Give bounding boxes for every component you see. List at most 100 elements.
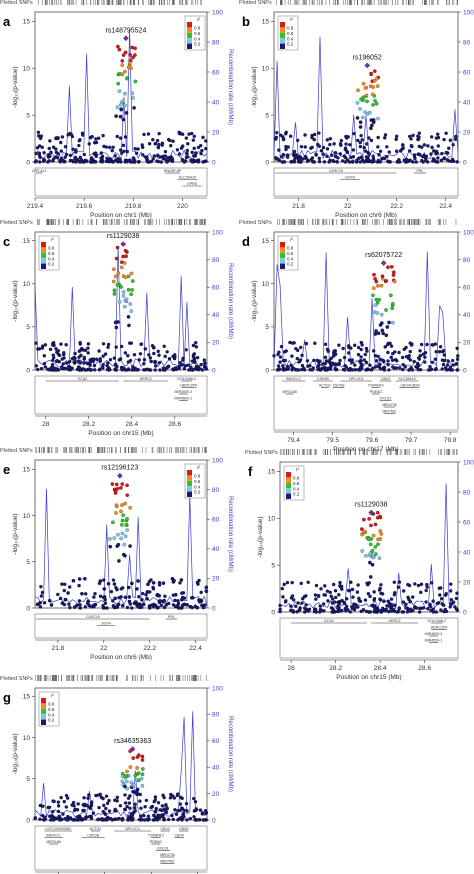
panel-letter: e [3,462,10,477]
snp-point [106,361,110,365]
snp-point [380,328,385,333]
legend-swatch [41,247,46,253]
lead-snp-label: rs148795524 [105,27,146,34]
snp-point [356,352,361,357]
snp-point [448,605,452,609]
legend-tick: 0.6 [287,251,294,256]
snp-point [118,158,122,162]
x-tick-label: 28.2 [329,665,342,672]
snp-point [119,536,123,541]
snp-point [147,579,152,584]
snp-point [424,600,428,604]
snp-point [368,610,373,614]
snp-point [59,149,64,153]
snp-point [115,795,120,800]
x-tick-label: 219.4 [27,203,44,210]
snp-point [134,600,138,604]
legend-swatch [41,263,46,269]
snp-point [306,580,310,585]
snp-point [164,810,169,815]
lead-snp-label: rs196052 [353,54,382,61]
rec-axis-label: Recombination rate (cM/Mb) [227,716,233,792]
snp-point [338,152,343,156]
snp-point [419,590,423,595]
snp-point [91,811,96,815]
snp-point [190,596,194,600]
r2-legend: r² 0.80.60.40.2 [184,15,206,51]
snp-point [87,793,91,797]
snp-point [148,606,152,610]
snp-point [322,593,326,597]
snp-point [129,818,133,822]
snp-point [373,610,377,614]
snp-point [387,320,391,325]
snp-point [368,575,373,579]
snp-point [204,146,208,151]
snp-point [126,315,131,319]
snp-point [200,368,205,372]
snp-point [86,601,90,605]
snp-point [442,353,447,357]
lead-snp-label: rs34635363 [114,738,151,745]
snp-point [78,340,82,345]
legend-title: r² [197,17,200,22]
snp-point [107,809,112,813]
plotted-snps-label: Plotted SNPs [245,450,278,456]
lead-snp-label: rs1129038 [355,502,388,509]
x-tick-label: 28 [42,421,50,428]
r2-legend: r² 0.80.60.40.2 [184,463,206,499]
snp-point [80,592,84,596]
gene-label: NPLOC4 [349,377,363,381]
snp-point [174,812,179,816]
snp-point [151,587,156,591]
snp-point [381,331,385,336]
x-axis-label: Position on chr6 (Mb) [90,654,152,661]
snp-point [36,347,40,351]
snp-point [40,590,45,595]
snp-point [167,601,171,606]
panel-a: a Plotted SNPs 0 5 10 15 -log₁₀(p-value) 0 20 40 6… [0,0,233,219]
rec-tick-label: 40 [212,312,220,319]
gene-label: SLC38A10 [398,377,415,381]
snp-point [389,293,393,298]
y-axis-label: -log₁₀(p-value) [12,280,19,321]
snp-point [156,800,161,805]
snp-point [129,309,134,313]
snp-point [317,159,322,164]
snp-point [151,137,155,142]
snp-point [139,342,143,346]
snp-point [125,483,129,488]
snp-point [423,351,428,355]
x-tick-label: 219.8 [125,203,142,210]
snp-point [373,545,378,549]
snp-point [340,587,344,591]
snp-point [49,603,54,607]
snp-point [408,600,413,604]
snp-point [333,151,338,155]
snp-point [407,149,412,153]
snp-point [278,603,282,608]
snp-point [322,609,326,613]
snp-point [450,358,455,363]
snp-point [409,143,414,148]
snp-point [435,601,440,606]
rec-tick-label: 0 [212,159,216,166]
snp-point [197,598,201,602]
snp-point [73,818,77,822]
snp-point [385,325,390,329]
snp-point [120,531,125,536]
lead-snp-marker [123,35,129,42]
snp-point [394,366,399,370]
snp-point [156,145,161,149]
legend-tick: 0.8 [287,246,294,251]
snp-point [374,297,379,302]
snp-point [180,806,184,810]
rec-tick-label: 60 [212,69,220,76]
snp-point [42,601,47,605]
snp-point [139,817,144,821]
snp-point [119,102,123,107]
snp-point [144,593,148,597]
snp-point [284,147,288,152]
snp-point [344,604,349,609]
snp-point [278,360,282,364]
